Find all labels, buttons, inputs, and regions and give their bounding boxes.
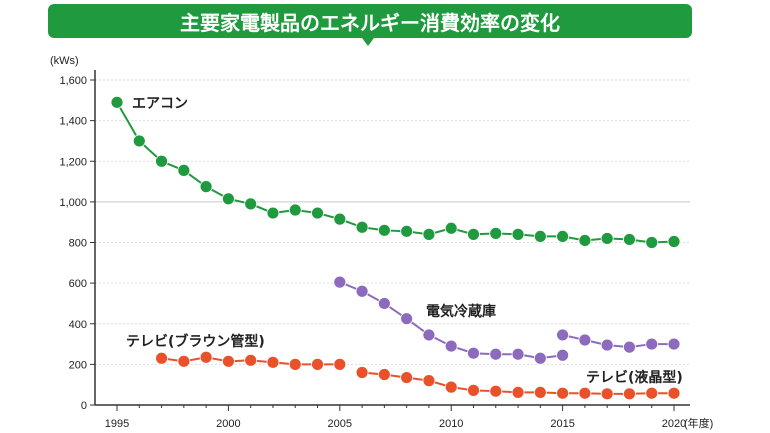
- data-point: [311, 357, 324, 371]
- series-label-lcd-tv: テレビ(液晶型): [586, 369, 683, 386]
- data-point: [311, 206, 324, 220]
- data-point: [155, 351, 168, 365]
- y-axis-unit: (kWs): [50, 55, 79, 67]
- data-point: [533, 230, 547, 243]
- data-point: [533, 386, 547, 399]
- y-tick-label: 400: [69, 319, 87, 331]
- data-point: [177, 354, 191, 368]
- data-point: [489, 384, 503, 398]
- data-point: [511, 386, 525, 399]
- series-label-aircon: エアコン: [132, 96, 188, 112]
- data-point: [377, 223, 391, 237]
- data-point: [199, 350, 213, 364]
- data-point: [400, 224, 414, 238]
- data-point: [645, 337, 659, 351]
- chart-title-banner: 主要家電製品のエネルギー消費効率の変化: [48, 4, 692, 38]
- data-point: [422, 227, 436, 241]
- data-point: [333, 357, 347, 371]
- data-point: [333, 275, 347, 289]
- data-point: [578, 386, 592, 400]
- data-point: [355, 366, 369, 379]
- data-point: [667, 235, 681, 248]
- data-point: [444, 339, 458, 353]
- series-label-crt-tv: テレビ(ブラウン管型): [126, 333, 265, 350]
- data-point: [667, 337, 681, 351]
- data-point: [377, 297, 391, 310]
- x-tick-label: 2005: [328, 418, 352, 430]
- data-point: [221, 354, 235, 368]
- x-axis-unit: (年度): [684, 416, 713, 430]
- data-point: [199, 180, 213, 194]
- data-point: [578, 234, 592, 247]
- data-point: [578, 333, 592, 347]
- y-tick-label: 1,600: [59, 75, 87, 87]
- data-point: [467, 227, 480, 241]
- y-tick-label: 1,400: [59, 116, 87, 128]
- data-point: [467, 346, 480, 360]
- x-tick-label: 1995: [105, 418, 129, 430]
- data-point: [511, 347, 525, 361]
- y-tick-label: 800: [69, 238, 87, 250]
- data-point: [623, 233, 636, 246]
- series-label-fridge: 電気冷蔵庫: [426, 303, 496, 320]
- chart-title: 主要家電製品のエネルギー消費効率の変化: [180, 10, 560, 35]
- data-point: [667, 386, 681, 400]
- data-point: [132, 134, 146, 148]
- data-point: [377, 368, 391, 381]
- x-tick-label: 2010: [439, 418, 463, 430]
- data-point: [288, 203, 302, 217]
- data-point: [467, 383, 480, 397]
- data-point: [489, 347, 503, 361]
- data-point: [422, 374, 436, 388]
- data-point: [177, 163, 191, 177]
- data-point: [600, 232, 614, 245]
- data-point: [333, 212, 347, 226]
- data-point: [266, 206, 280, 220]
- data-point: [155, 154, 168, 168]
- x-tick-label: 2000: [216, 418, 240, 430]
- data-point: [221, 192, 235, 206]
- data-point: [355, 284, 369, 298]
- data-point: [533, 351, 547, 365]
- x-tick-label: 2015: [550, 418, 574, 430]
- data-point: [489, 226, 503, 240]
- data-point: [244, 197, 258, 211]
- data-point: [556, 386, 569, 400]
- data-point: [400, 312, 414, 326]
- data-point: [244, 353, 258, 367]
- data-point: [645, 236, 659, 249]
- data-point: [288, 357, 302, 371]
- data-point: [110, 95, 124, 109]
- data-point: [623, 387, 636, 401]
- y-tick-label: 0: [81, 400, 87, 412]
- data-point: [444, 221, 458, 235]
- banner-pointer: [362, 38, 374, 46]
- data-point: [600, 387, 614, 401]
- x-tick-label: 2020: [662, 418, 686, 430]
- series-line: [116, 101, 675, 244]
- y-tick-label: 600: [69, 278, 87, 290]
- y-tick-label: 1,000: [59, 197, 87, 209]
- data-point: [355, 220, 369, 234]
- data-point: [400, 371, 414, 384]
- y-tick-label: 200: [69, 359, 87, 371]
- data-point: [556, 230, 569, 243]
- y-tick-label: 1,200: [59, 156, 87, 168]
- data-point: [623, 340, 636, 354]
- data-point: [600, 338, 614, 352]
- data-point: [422, 328, 436, 342]
- data-point: [556, 348, 569, 362]
- data-point: [266, 355, 280, 369]
- data-point: [444, 380, 458, 394]
- data-point: [556, 328, 569, 342]
- data-point: [511, 227, 525, 241]
- data-point: [645, 386, 659, 400]
